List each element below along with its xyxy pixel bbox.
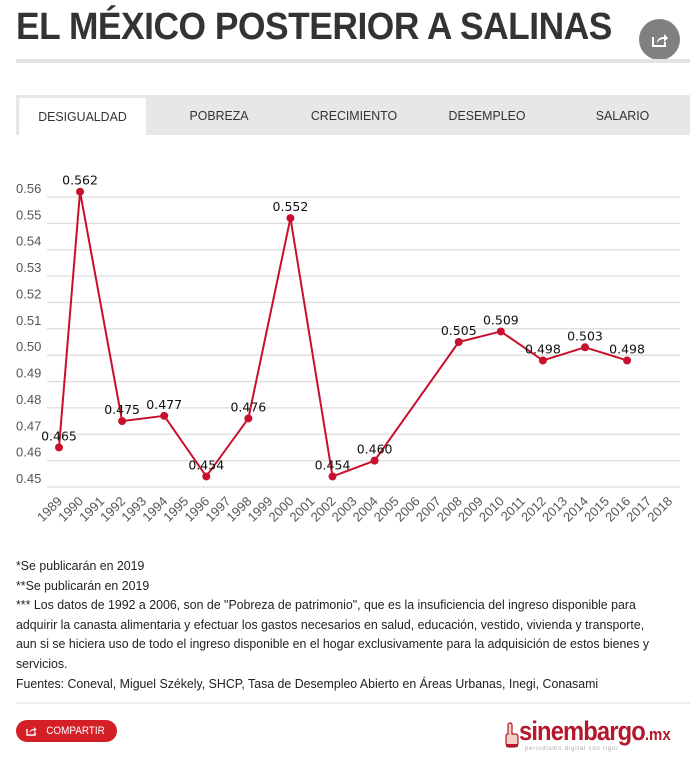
data-point xyxy=(496,327,505,336)
data-point xyxy=(370,456,379,465)
line-chart: 0.45 0.46 0.47 0.48 0.49 0.50 0.51 0.52 0.53 0.54… xyxy=(16,173,680,525)
y-axis-ticks: 0.45 0.46 0.47 0.48 0.49 0.50 0.51 0.52 0.53 0.54… xyxy=(16,181,41,486)
data-point xyxy=(118,417,127,426)
y-tick-label: 0.47 xyxy=(16,418,41,433)
y-tick-label: 0.56 xyxy=(16,181,41,196)
logo-tagline: periodismo digital con rigor xyxy=(525,746,620,752)
series-line-path xyxy=(58,190,628,478)
data-point xyxy=(328,472,337,481)
x-axis-ticks: 1989199019911992199319941995199619971998… xyxy=(34,494,675,525)
data-label: 0.476 xyxy=(230,399,266,414)
tab-desigualdad[interactable]: DESIGUALDAD xyxy=(19,98,146,138)
y-tick-label: 0.48 xyxy=(16,392,41,407)
data-point xyxy=(76,187,85,196)
data-label: 0.498 xyxy=(525,341,561,356)
y-tick-label: 0.54 xyxy=(16,234,41,249)
compartir-button[interactable]: COMPARTIR xyxy=(16,720,117,742)
data-label: 0.477 xyxy=(146,397,182,412)
tab-salario[interactable]: SALARIO xyxy=(595,107,650,123)
sources-note: Fuentes: Coneval, Miguel Székely, SHCP, … xyxy=(16,675,599,691)
note-1: *Se publicarán en 2019 xyxy=(16,558,145,573)
logo-suffix: .mx xyxy=(644,725,671,744)
data-point xyxy=(623,356,632,365)
data-point xyxy=(286,214,295,223)
data-point xyxy=(454,338,463,346)
y-tick-label: 0.50 xyxy=(16,339,41,354)
logo-main: sinembargo xyxy=(519,716,646,746)
data-point xyxy=(581,343,589,352)
y-tick-label: 0.55 xyxy=(16,207,41,222)
share-icon xyxy=(25,727,36,736)
tab-bar: DESIGUALDAD POBREZA CRECIMIENTO DESEMPLE… xyxy=(16,95,690,138)
note-2: **Se publicarán en 2019 xyxy=(16,577,150,593)
series-line xyxy=(58,190,628,478)
data-label: 0.509 xyxy=(483,312,519,327)
y-tick-label: 0.46 xyxy=(16,445,41,460)
data-label: 0.454 xyxy=(315,457,351,472)
sinembargo-logo: sinembargo.mx periodismo digital con rig… xyxy=(505,716,695,756)
title-divider xyxy=(16,59,690,63)
share-icon xyxy=(651,33,668,47)
data-label: 0.498 xyxy=(609,341,645,356)
data-label: 0.505 xyxy=(441,323,477,338)
page-title: EL MÉXICO POSTERIOR A SALINAS xyxy=(16,6,612,48)
tab-pobreza[interactable]: POBREZA xyxy=(189,107,249,123)
data-points xyxy=(55,187,632,481)
data-point xyxy=(538,356,547,365)
y-tick-label: 0.51 xyxy=(16,313,41,328)
data-label: 0.503 xyxy=(567,328,603,343)
footnotes: *Se publicarán en 2019 **Se publicarán e… xyxy=(16,556,662,693)
data-point xyxy=(202,472,211,481)
tab-crecimiento[interactable]: CRECIMIENTO xyxy=(310,107,398,123)
data-point xyxy=(160,411,169,420)
share-button[interactable] xyxy=(639,19,680,60)
y-tick-label: 0.52 xyxy=(16,286,41,301)
data-point xyxy=(55,443,63,452)
data-label: 0.465 xyxy=(41,428,77,443)
y-tick-label: 0.49 xyxy=(16,366,41,381)
tab-desempleo[interactable]: DESEMPLEO xyxy=(448,107,526,123)
data-label: 0.552 xyxy=(273,199,309,214)
data-label: 0.562 xyxy=(62,173,98,188)
y-tick-label: 0.45 xyxy=(16,471,41,486)
grid-lines xyxy=(47,196,680,488)
note-3: *** Los datos de 1992 a 2006, son de "Po… xyxy=(16,597,649,671)
data-label: 0.454 xyxy=(188,457,224,472)
data-label: 0.475 xyxy=(104,402,140,417)
y-tick-label: 0.53 xyxy=(16,260,41,275)
footer-divider xyxy=(16,702,690,704)
data-label: 0.460 xyxy=(357,442,393,457)
compartir-label: COMPARTIR xyxy=(45,725,105,737)
data-labels: 0.465 0.562 0.475 0.477 0.454 0.476 0.552 0.454… xyxy=(41,173,645,473)
hand-icon xyxy=(505,722,519,748)
data-point xyxy=(244,414,253,423)
x-tick-label: 2018 xyxy=(644,494,675,525)
